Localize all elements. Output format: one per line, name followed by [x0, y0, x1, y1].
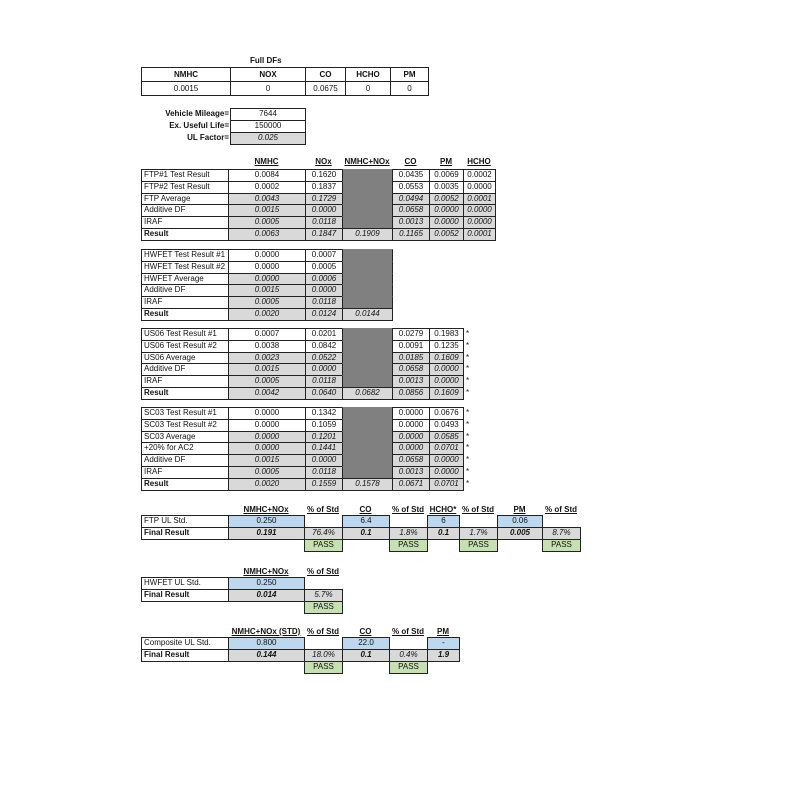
- row-label: Result: [141, 478, 229, 491]
- value-cell[interactable]: 0.0671: [392, 478, 430, 491]
- column-header: NMHC+NOx: [344, 157, 390, 166]
- column-header: NMHC+NOx: [243, 567, 289, 576]
- column-header: % of Std: [307, 627, 339, 636]
- mileage-value[interactable]: 0.025: [230, 132, 306, 145]
- column-header: % of Std: [392, 627, 424, 636]
- value-cell[interactable]: 0.0020: [228, 308, 306, 321]
- value-cell[interactable]: 0.1847: [305, 228, 343, 241]
- final-label: Final Result: [141, 527, 229, 540]
- full-dfs-value[interactable]: 0.0675: [305, 81, 346, 96]
- column-header: NMHC: [254, 157, 279, 166]
- row-label: Result: [141, 387, 229, 400]
- value-cell[interactable]: 0.0042: [228, 387, 306, 400]
- value-cell[interactable]: 0.0640: [305, 387, 343, 400]
- footnote-marker: *: [466, 432, 470, 441]
- value-cell[interactable]: 0.1165: [392, 228, 430, 241]
- final-value[interactable]: 0.005: [497, 527, 543, 540]
- value-cell[interactable]: 0.1609: [429, 387, 464, 400]
- final-value[interactable]: 1.9: [427, 649, 460, 662]
- pass-badge: PASS: [459, 539, 498, 552]
- final-value[interactable]: 0.144: [228, 649, 305, 662]
- column-header: % of Std: [307, 505, 339, 514]
- value-cell[interactable]: 0.0052: [429, 228, 464, 241]
- pass-badge: PASS: [304, 601, 343, 614]
- value-cell[interactable]: 0.0144: [342, 308, 393, 321]
- column-header: CO: [404, 157, 417, 166]
- column-header: % of Std: [307, 567, 339, 576]
- column-header: % of Std: [462, 505, 494, 514]
- footnote-marker: *: [466, 341, 470, 350]
- full-dfs-value[interactable]: 0.0015: [141, 81, 231, 96]
- full-dfs-header[interactable]: NMHC: [141, 67, 231, 82]
- value-cell[interactable]: 0.0856: [392, 387, 430, 400]
- column-header: HCHO*: [429, 505, 457, 514]
- value-cell[interactable]: 0.0063: [228, 228, 306, 241]
- full-dfs-header[interactable]: PM: [390, 67, 429, 82]
- footnote-marker: *: [466, 467, 470, 476]
- column-header: PM: [513, 505, 526, 514]
- value-cell[interactable]: 0.0020: [228, 478, 306, 491]
- full-dfs-value[interactable]: 0: [230, 81, 306, 96]
- pass-badge: PASS: [304, 661, 343, 674]
- value-cell[interactable]: 0.1235: [429, 340, 464, 353]
- footnote-marker: *: [466, 388, 470, 397]
- footnote-marker: *: [466, 443, 470, 452]
- footnote-marker: *: [466, 408, 470, 417]
- full-dfs-value[interactable]: 0: [345, 81, 391, 96]
- final-label: Final Result: [141, 649, 229, 662]
- final-value[interactable]: 0.1: [342, 527, 390, 540]
- column-header: NMHC+NOx (STD): [231, 627, 301, 636]
- column-header: PM: [437, 627, 449, 636]
- footnote-marker: *: [466, 455, 470, 464]
- value-cell[interactable]: 0.1578: [342, 478, 393, 491]
- footnote-marker: *: [466, 420, 470, 429]
- final-value[interactable]: 0.1: [342, 649, 390, 662]
- value-cell[interactable]: 0.1909: [342, 228, 393, 241]
- footnote-marker: *: [466, 329, 470, 338]
- final-value[interactable]: 0.191: [228, 527, 305, 540]
- pass-badge: PASS: [389, 539, 428, 552]
- footnote-marker: *: [466, 376, 470, 385]
- row-label: Result: [141, 308, 229, 321]
- column-header: PM: [440, 157, 452, 166]
- mileage-label: Ex. Useful Life=: [169, 121, 229, 130]
- column-header: CO: [359, 505, 372, 514]
- final-label: Final Result: [141, 589, 229, 602]
- value-cell[interactable]: 0.0001: [463, 228, 496, 241]
- value-cell[interactable]: 0.0701: [429, 478, 464, 491]
- full-dfs-header[interactable]: HCHO: [345, 67, 391, 82]
- mileage-label: Vehicle Mileage=: [165, 109, 229, 118]
- full-dfs-header[interactable]: CO: [305, 67, 346, 82]
- footnote-marker: *: [466, 479, 470, 488]
- final-value[interactable]: 0.1: [427, 527, 460, 540]
- value-cell[interactable]: 0.0124: [305, 308, 343, 321]
- full-dfs-header[interactable]: NOX: [230, 67, 306, 82]
- mileage-label: UL Factor=: [187, 133, 229, 142]
- pass-badge: PASS: [389, 661, 428, 674]
- column-header: NMHC+NOx: [243, 505, 289, 514]
- value-cell[interactable]: 0.1559: [305, 478, 343, 491]
- row-label: Result: [141, 228, 229, 241]
- footnote-marker: *: [466, 353, 470, 362]
- pass-badge: PASS: [304, 539, 343, 552]
- column-header: % of Std: [392, 505, 424, 514]
- final-value[interactable]: 0.014: [228, 589, 305, 602]
- value-cell[interactable]: 0.0682: [342, 387, 393, 400]
- column-header: % of Std: [545, 505, 577, 514]
- std-value[interactable]: 0.06: [497, 515, 543, 528]
- full-dfs-value[interactable]: 0: [390, 81, 429, 96]
- column-header: HCHO: [467, 157, 491, 166]
- full-dfs-title: Full DFs: [250, 56, 282, 65]
- footnote-marker: *: [466, 364, 470, 373]
- pass-badge: PASS: [542, 539, 581, 552]
- column-header: NOx: [315, 157, 332, 166]
- column-header: CO: [359, 627, 372, 636]
